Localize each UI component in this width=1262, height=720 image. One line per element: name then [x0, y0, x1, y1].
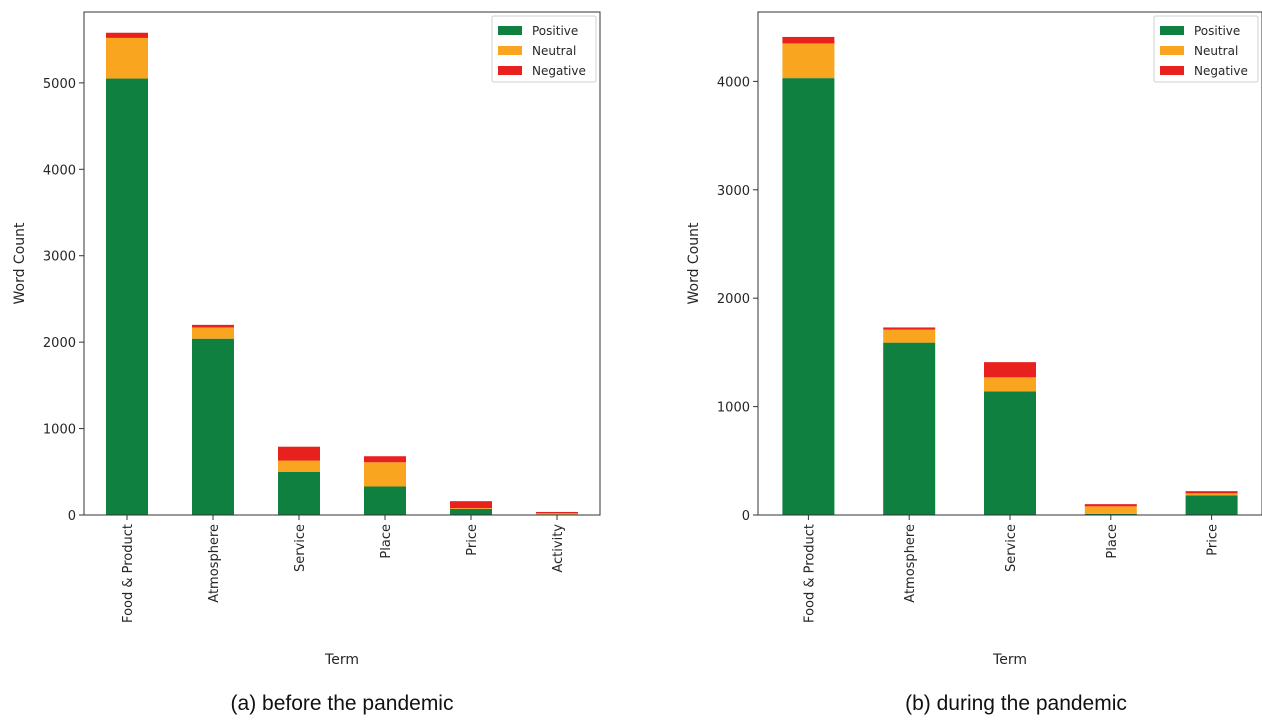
bar-positive-food-product — [782, 78, 835, 516]
bar-positive-place — [1084, 513, 1137, 515]
bar-neutral-atmosphere — [883, 329, 936, 343]
bar-neutral-price — [1185, 493, 1238, 496]
bar-neutral-food-product — [106, 37, 148, 79]
chart-panel-before-pandemic: 0 1000 2000 3000 4000 5000 Food & Product Atmos… — [12, 11, 601, 715]
x-tick-label: Service — [293, 524, 308, 572]
bar-negative-activity — [536, 511, 578, 514]
bar-negative-place — [364, 456, 406, 463]
x-tick-label: Food & Product — [121, 524, 136, 623]
legend-swatch-positive — [1160, 26, 1184, 35]
x-tick-label: Place — [379, 524, 394, 559]
bar-negative-price — [1185, 491, 1238, 494]
bar-positive-place — [364, 486, 406, 515]
y-tick-label: 1000 — [717, 401, 750, 416]
bar-negative-place — [1084, 504, 1137, 507]
y-axis-title: Word Count — [12, 222, 28, 305]
bar-neutral-place — [1084, 506, 1137, 514]
y-tick-label: 5000 — [43, 77, 76, 92]
x-tick-label: Price — [465, 524, 480, 556]
bar-negative-food-product — [782, 36, 835, 44]
chart-panel-during-pandemic: 0 1000 2000 3000 4000 Food & Product Atmospher… — [686, 11, 1262, 715]
x-tick-label: Place — [1105, 524, 1120, 559]
legend-label-positive: Positive — [532, 24, 578, 38]
x-tick-label: Food & Product — [802, 524, 817, 623]
legend-label-negative: Negative — [532, 64, 586, 78]
bar-negative-atmosphere — [192, 324, 234, 328]
bar-neutral-food-product — [782, 43, 835, 79]
y-tick-label: 1000 — [43, 423, 76, 438]
plot-frame — [757, 11, 1262, 516]
y-tick-label: 3000 — [43, 250, 76, 265]
legend-label-positive: Positive — [1194, 24, 1240, 38]
bar-positive-service — [278, 471, 320, 515]
y-tick-label: 3000 — [717, 184, 750, 199]
legend-swatch-negative — [498, 66, 522, 75]
plot-frame — [83, 11, 601, 516]
y-tick-label: 4000 — [717, 75, 750, 90]
legend-label-negative: Negative — [1194, 64, 1248, 78]
y-tick-label: 2000 — [43, 336, 76, 351]
bar-positive-service — [984, 391, 1036, 515]
bar-neutral-atmosphere — [192, 327, 234, 339]
legend-swatch-neutral — [498, 46, 522, 55]
bar-negative-service — [984, 362, 1036, 378]
y-tick-label: 2000 — [717, 292, 750, 307]
y-axis-title: Word Count — [686, 222, 702, 305]
bar-neutral-service — [984, 377, 1036, 392]
bar-neutral-activity — [536, 513, 578, 515]
legend-swatch-neutral — [1160, 46, 1184, 55]
bar-positive-atmosphere — [192, 338, 234, 515]
bar-neutral-place — [364, 462, 406, 487]
x-tick-label: Activity — [551, 524, 566, 573]
bar-negative-price — [450, 501, 492, 509]
legend-label-neutral: Neutral — [1194, 44, 1238, 58]
y-tick-label: 0 — [742, 509, 750, 524]
bar-positive-price — [450, 508, 492, 515]
bar-positive-price — [1185, 495, 1238, 515]
chart-caption: (b) during the pandemic — [905, 692, 1127, 715]
bar-negative-atmosphere — [883, 327, 936, 330]
bar-negative-food-product — [106, 32, 148, 38]
x-tick-label: Service — [1004, 524, 1019, 572]
bar-negative-service — [278, 446, 320, 461]
x-tick-label: Atmosphere — [903, 524, 918, 603]
x-tick-label: Atmosphere — [207, 524, 222, 603]
bar-neutral-service — [278, 460, 320, 472]
y-tick-label: 4000 — [43, 163, 76, 178]
legend-label-neutral: Neutral — [532, 44, 576, 58]
bar-positive-food-product — [106, 78, 148, 516]
bar-positive-atmosphere — [883, 342, 936, 515]
legend-swatch-positive — [498, 26, 522, 35]
chart-caption: (a) before the pandemic — [231, 692, 454, 715]
x-axis-title: Term — [992, 652, 1027, 668]
x-axis-title: Term — [324, 652, 359, 668]
legend-swatch-negative — [1160, 66, 1184, 75]
x-tick-label: Price — [1206, 524, 1221, 556]
bar-neutral-price — [450, 508, 492, 509]
y-tick-label: 0 — [68, 509, 76, 524]
